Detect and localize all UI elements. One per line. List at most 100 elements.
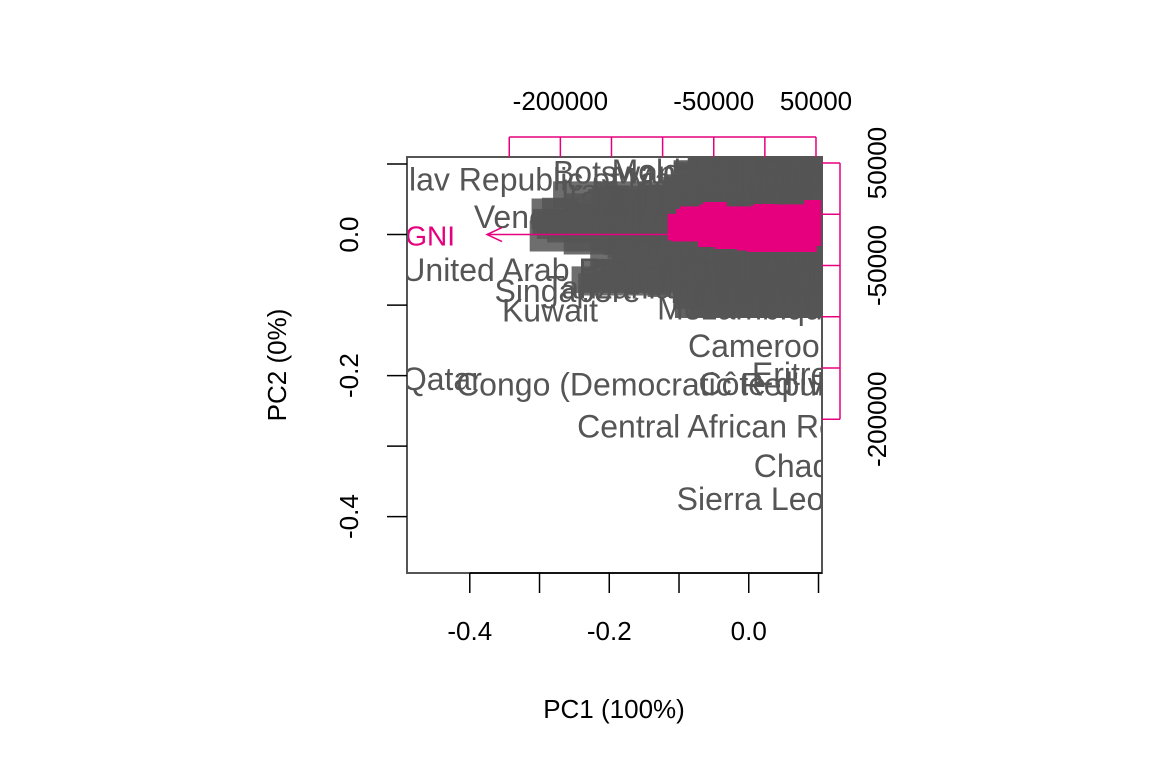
overplot-glyph-pink: ▆▇▆ bbox=[736, 217, 807, 251]
overplot-glyph-pink: ▆▇▆ bbox=[676, 202, 747, 236]
overplot-glyph: ▆▆▆▆ bbox=[688, 284, 782, 318]
overplot-glyph: ▆▆▆▆ bbox=[611, 233, 705, 267]
overplot-glyph: ▆▆▆▆ bbox=[737, 223, 831, 257]
overplot-glyph: ▆▆▆▆ bbox=[759, 204, 853, 238]
overplot-glyph: ▆▅▆▇▆ bbox=[751, 273, 868, 307]
overplot-glyph: ▇▇▆▅ bbox=[815, 233, 909, 267]
overplot-glyph: ▆▆▆▆ bbox=[693, 220, 787, 254]
overplot-glyph: ▆▆▆▆ bbox=[749, 205, 843, 239]
overplot-glyph: ▆▅▆▇▆ bbox=[728, 161, 845, 195]
bottom-tick-label: -0.4 bbox=[447, 616, 492, 646]
overplot-glyph: ▅▆▇▆ bbox=[714, 168, 808, 202]
overplot-glyph: ▇▇▆▅ bbox=[715, 150, 809, 184]
overplot-glyph: ▆▅▆▇▆ bbox=[785, 164, 902, 198]
loading-arrow-head bbox=[485, 226, 503, 243]
overplot-glyph: ▅▆▇▆ bbox=[591, 182, 685, 216]
overplot-glyph-pink: ▆▇▆ bbox=[680, 204, 751, 238]
overplot-glyph: ▆▆▆▆ bbox=[706, 195, 800, 229]
overplot-glyph: ▆▅▆▇▆ bbox=[736, 159, 853, 193]
overplot-glyph: ▅▆▇▆ bbox=[624, 238, 718, 272]
overplot-glyph-pink: ▆▇▆ bbox=[784, 213, 855, 247]
overplot-glyph: ▇▇▆▅ bbox=[750, 185, 844, 219]
overplot-glyph: ▇▇▆▅ bbox=[752, 192, 846, 226]
overplot-glyph: ▅▆▇▆ bbox=[615, 180, 709, 214]
overplot-glyph: ▅▆▇▆ bbox=[681, 245, 775, 279]
overplot-glyph: ▅▆▇▆ bbox=[687, 146, 781, 180]
observation-label: Botswana bbox=[553, 155, 694, 191]
observation-label: Iran bbox=[561, 173, 616, 209]
overplot-glyph: ▇▇▆▅ bbox=[531, 196, 625, 230]
overplot-glyph-pink: ▆▇▆ bbox=[776, 204, 847, 238]
overplot-glyph: ▆▆▆▆ bbox=[773, 168, 867, 202]
top-tick-label: 50000 bbox=[780, 86, 852, 116]
overplot-glyph-pink: ▆▇▆ bbox=[784, 202, 855, 236]
overplot-glyph: ▇▇▆▅ bbox=[734, 199, 828, 233]
overplot-glyph: ▆▅▆▇▆ bbox=[773, 185, 890, 219]
overplot-glyph: ▆▅▆▇▆ bbox=[673, 156, 790, 190]
variable-label: GNI bbox=[405, 221, 455, 252]
overplot-glyph: ▇▇▆▅ bbox=[672, 269, 766, 303]
overplot-glyph: ▆▅▆▇▆ bbox=[674, 285, 791, 319]
overplot-glyph: ▆▆▆▆ bbox=[737, 268, 831, 302]
observation-label: Kuwait bbox=[502, 293, 598, 329]
overplot-glyph: ▆▆▆▆ bbox=[592, 252, 686, 286]
overplot-glyph: ▅▆▇▆ bbox=[713, 149, 807, 183]
overplot-glyph: ▅▆▇▆ bbox=[699, 250, 793, 284]
overplot-glyph: ▆▆▆▆ bbox=[614, 209, 708, 243]
overplot-glyph: ▆▅▆▇▆ bbox=[786, 236, 903, 270]
overplot-glyph: ▆▅▆▇▆ bbox=[672, 269, 789, 303]
observation-label: Congo (Democratic Republic of the) bbox=[456, 367, 965, 403]
overplot-glyph: ▆▅▆▇▆ bbox=[724, 278, 841, 312]
overplot-glyph: ▆▅▆▇▆ bbox=[571, 259, 688, 293]
overplot-glyph: ▆▅▆▇▆ bbox=[793, 274, 910, 308]
overplot-glyph: ▆▆▆▆ bbox=[719, 195, 813, 229]
overplot-glyph: ▇▇▆▅ bbox=[730, 223, 824, 257]
overplot-glyph: ▆▆▆▆ bbox=[742, 225, 836, 259]
overplot-glyph: ▆▆▆▆ bbox=[752, 285, 846, 319]
overplot-glyph-pink: ▆▇▆ bbox=[689, 204, 760, 238]
overplot-glyph: ▅▆▇▆ bbox=[674, 175, 768, 209]
overplot-glyph-pink: ▆▇▆ bbox=[671, 208, 742, 242]
overplot-glyph: ▆▆▆▆ bbox=[741, 181, 835, 215]
overplot-glyph: ▆▅▆▇▆ bbox=[744, 179, 861, 213]
overplot-glyph: ▇▇▆▅ bbox=[771, 157, 865, 191]
overplot-glyph: ▆▅▆▇▆ bbox=[802, 166, 919, 200]
observation-labels: The former Yugoslav Republic of Macedoni… bbox=[402, 155, 965, 517]
overplot-glyph: ▅▆▇▆ bbox=[718, 204, 812, 238]
overplot-glyph: ▆▆▆▆ bbox=[795, 204, 889, 238]
observation-label: United Arab Emirates bbox=[402, 252, 704, 288]
overplot-glyph: ▅▆▇▆ bbox=[767, 262, 861, 296]
overplot-glyph: ▅▆▇▆ bbox=[804, 150, 898, 184]
overplot-glyph: ▅▆▇▆ bbox=[735, 179, 829, 213]
overplot-glyph: ▆▆▆▆ bbox=[762, 202, 856, 236]
observation-label: Qatar bbox=[402, 361, 482, 397]
overplot-glyph: ▇▇▆▅ bbox=[771, 168, 865, 202]
overplot-glyph: ▆▅▆▇▆ bbox=[774, 170, 891, 204]
overplot-glyph: ▆▅▆▇▆ bbox=[564, 196, 681, 230]
observation-label: Eritrea bbox=[752, 356, 846, 392]
overplot-glyph: ▆▆▆▆ bbox=[734, 263, 828, 297]
overplot-glyph: ▇▇▆▅ bbox=[744, 208, 838, 242]
overplot-glyph: ▅▆▇▆ bbox=[698, 234, 792, 268]
overplot-glyph: ▅▆▇▆ bbox=[775, 237, 869, 271]
observation-label: Sierra Leone bbox=[677, 481, 860, 517]
overplot-glyph: ▆▆▆▆ bbox=[800, 171, 894, 205]
overplot-glyph: ▆▅▆▇▆ bbox=[809, 247, 926, 281]
overplot-glyph-pink: ▆▇▆ bbox=[727, 203, 798, 237]
overplot-glyph: ▇▇▆▅ bbox=[704, 179, 798, 213]
overplot-glyph: ▅▆▇▆ bbox=[679, 180, 773, 214]
left-axis: -0.4 -0.2 0.0 bbox=[334, 163, 407, 539]
observation-label: Mozambique bbox=[657, 291, 840, 327]
overplot-glyph: ▅▆▇▆ bbox=[738, 285, 832, 319]
right-axis: 50000 -50000 -200000 bbox=[822, 127, 892, 467]
overplot-glyph: ▆▅▆▇▆ bbox=[603, 221, 720, 255]
overplot-glyph: ▆▆▆▆ bbox=[705, 253, 799, 287]
observation-label: Côte d'Ivoire bbox=[699, 366, 878, 402]
overplot-glyph: ▆▅▆▇▆ bbox=[759, 281, 876, 315]
overplot-glyph: ▅▆▇▆ bbox=[578, 262, 672, 296]
overplot-glyph-pink: ▆▇▆ bbox=[781, 198, 852, 232]
right-tick-label: 50000 bbox=[862, 127, 892, 199]
overplot-glyph: ▅▆▇▆ bbox=[664, 230, 758, 264]
overplot-glyph: ▆▆▆▆ bbox=[691, 189, 785, 223]
